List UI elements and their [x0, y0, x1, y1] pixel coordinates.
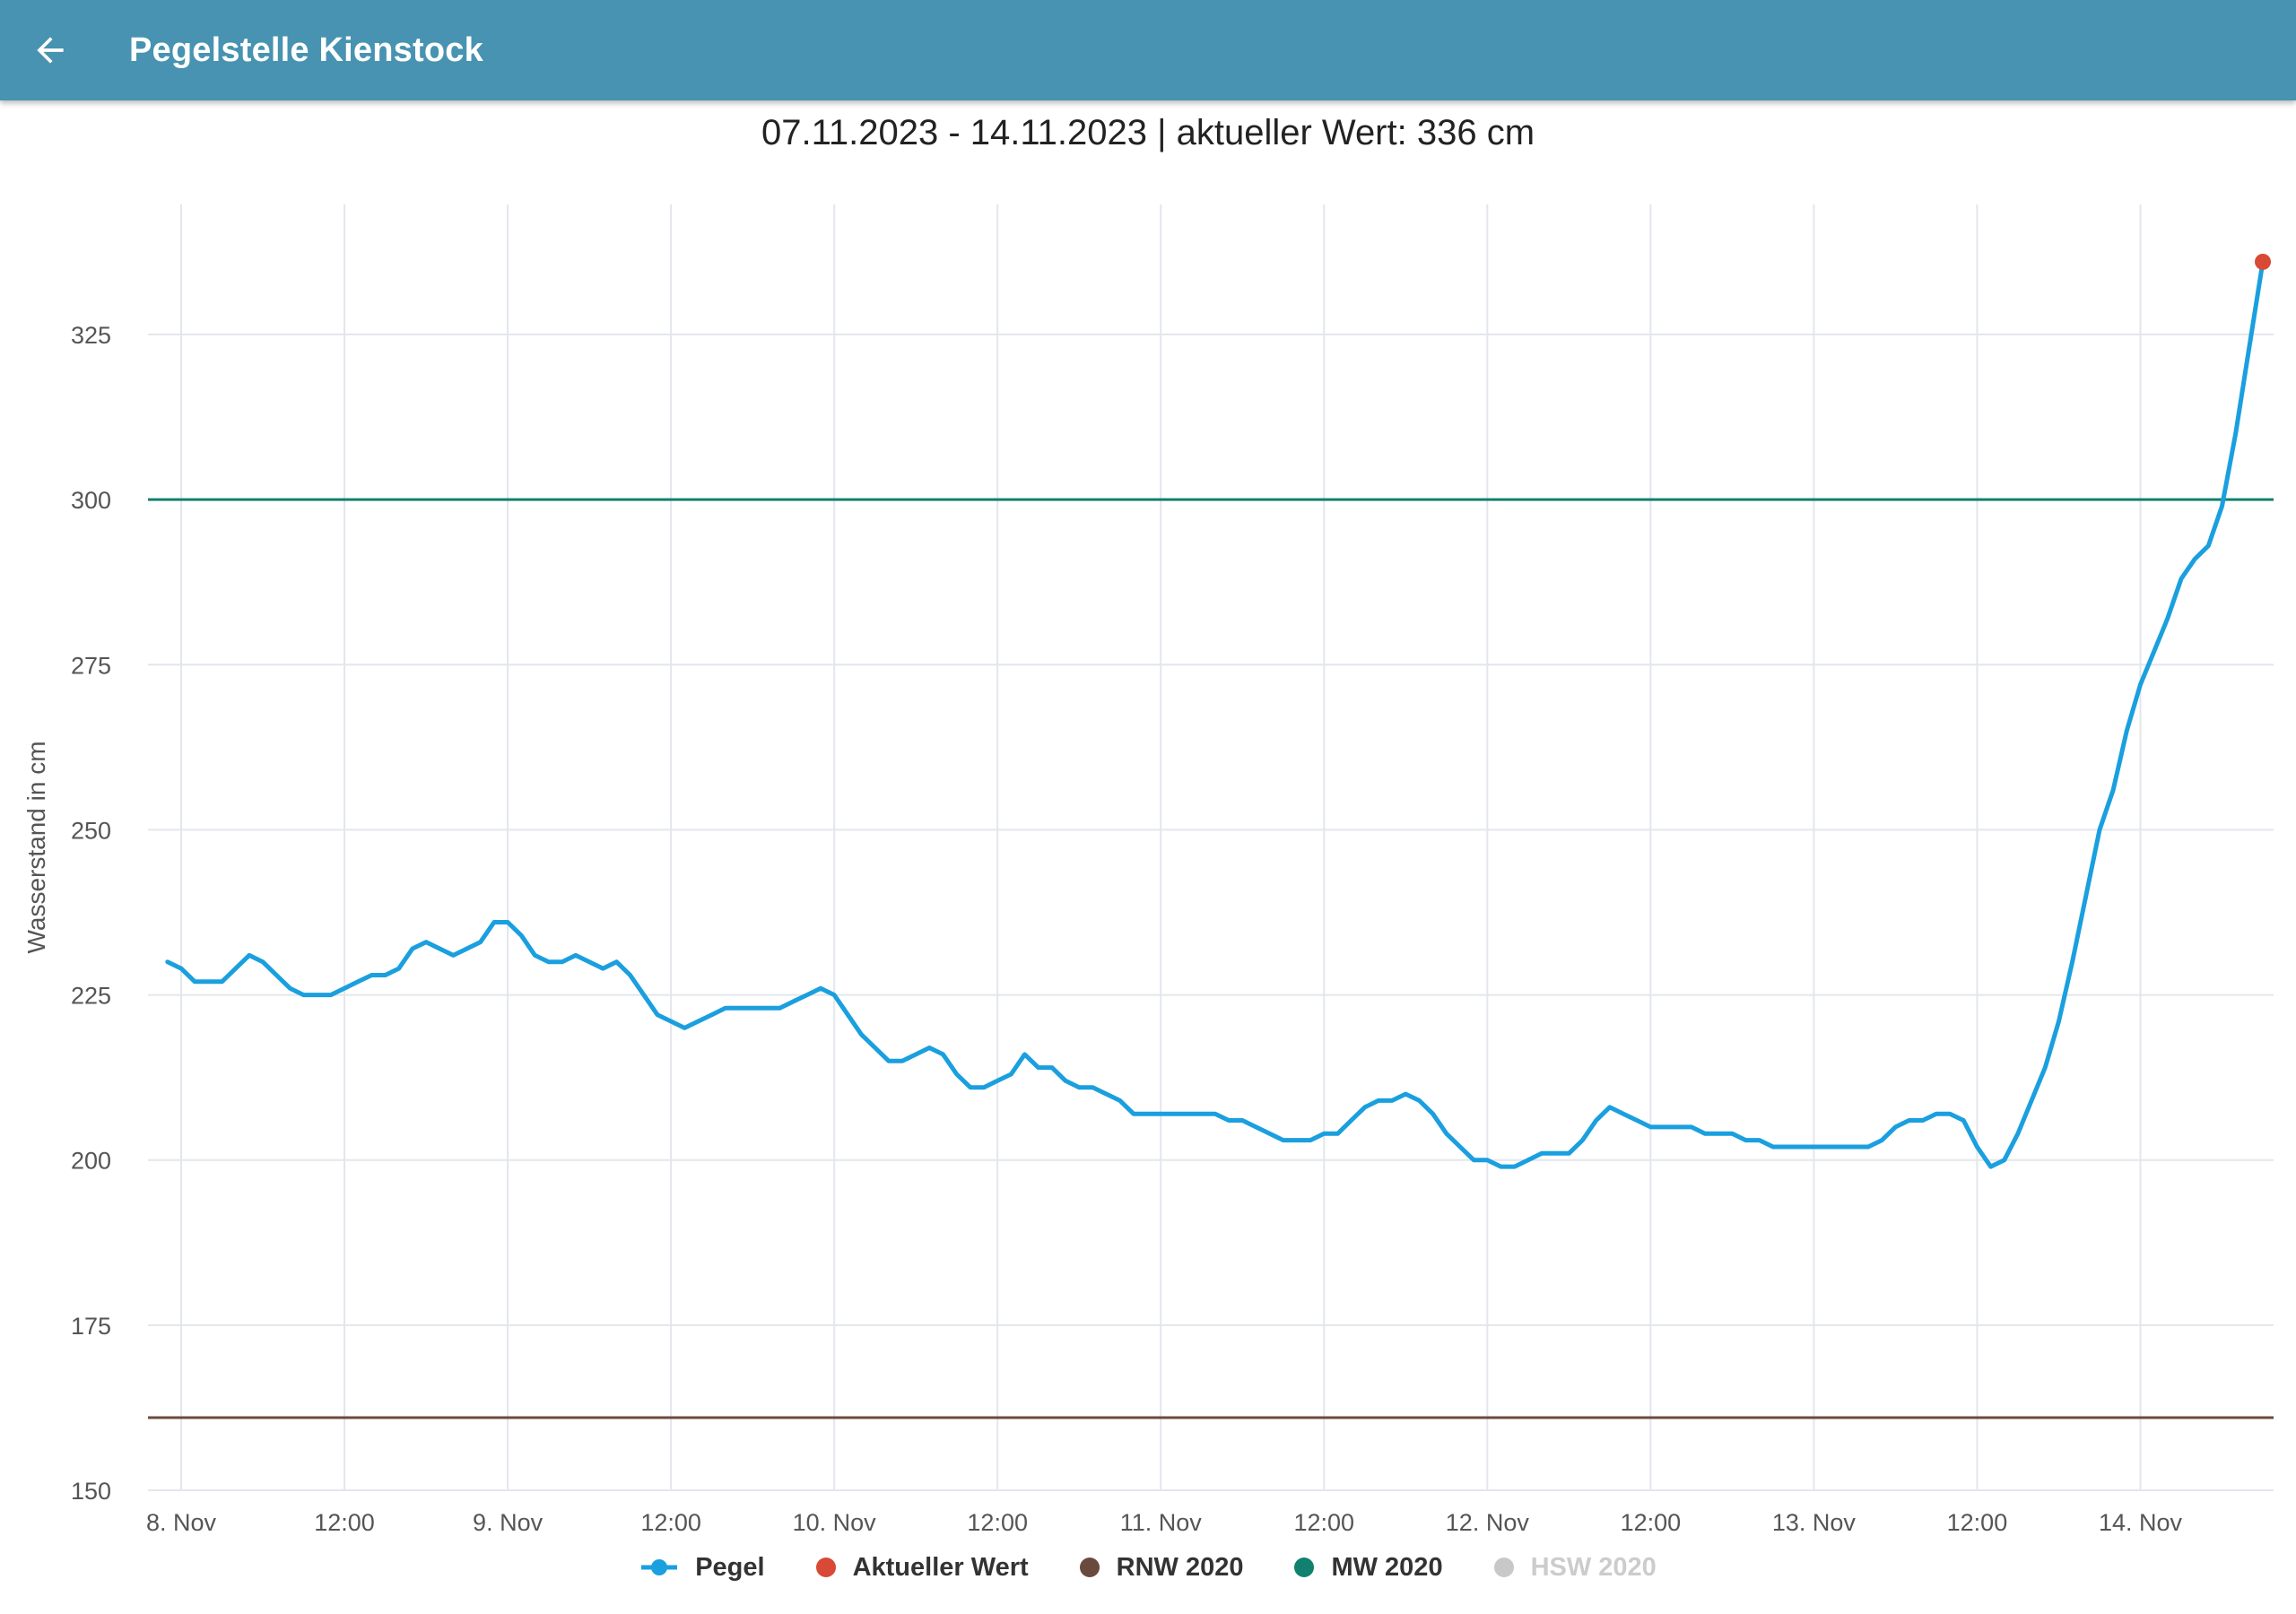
back-button[interactable] — [0, 0, 100, 100]
legend-label: RNW 2020 — [1116, 1552, 1244, 1582]
legend-label: MW 2020 — [1331, 1552, 1443, 1582]
legend-item-mw-2020[interactable]: MW 2020 — [1293, 1552, 1443, 1583]
y-axis-title: Wasserstand in cm — [22, 741, 50, 953]
app-title: Pegelstelle Kienstock — [129, 30, 483, 69]
arrow-back-icon — [37, 37, 64, 64]
y-tick-label: 150 — [71, 1478, 111, 1505]
x-tick-label: 11. Nov — [1120, 1509, 1203, 1536]
legend-item-pegel[interactable]: Pegel — [639, 1552, 765, 1583]
x-tick-label: 12:00 — [967, 1509, 1028, 1536]
legend-symbol-icon — [1079, 1558, 1100, 1577]
y-tick-label: 175 — [71, 1313, 111, 1340]
x-tick-label: 12:00 — [1293, 1509, 1354, 1536]
water-level-chart: 150 175 200 225 250 275 300 325 8. Nov 12:00 9. No… — [22, 204, 2274, 1536]
x-tick-label: 12:00 — [640, 1509, 701, 1536]
legend-symbol-icon — [1294, 1558, 1315, 1577]
legend-item-hsw-2020[interactable]: HSW 2020 — [1493, 1553, 1657, 1583]
x-tick-label: 8. Nov — [146, 1509, 217, 1536]
pegel-series-line — [165, 259, 2266, 1169]
y-tick-label: 300 — [71, 487, 111, 514]
x-tick-label: 12:00 — [1947, 1509, 2008, 1536]
x-tick-label: 14. Nov — [2099, 1509, 2183, 1536]
x-tick-label: 9. Nov — [473, 1509, 544, 1536]
legend-item-rnw-2020[interactable]: RNW 2020 — [1079, 1552, 1244, 1583]
y-tick-label: 325 — [71, 322, 111, 349]
y-tick-label: 250 — [71, 817, 111, 844]
legend-symbol-icon — [1493, 1558, 1514, 1577]
y-tick-label: 200 — [71, 1148, 111, 1175]
y-tick-label: 225 — [71, 983, 111, 1010]
x-tick-label: 10. Nov — [793, 1509, 877, 1536]
legend-label: HSW 2020 — [1530, 1552, 1657, 1582]
legend-label: Aktueller Wert — [852, 1552, 1029, 1582]
x-tick-label: 12:00 — [314, 1509, 375, 1536]
x-tick-label: 13. Nov — [1772, 1509, 1857, 1536]
current-value-point — [2255, 253, 2272, 270]
chart-subtitle: 07.11.2023 - 14.11.2023 | aktueller Wert… — [761, 113, 1535, 152]
legend-item-aktueller-wert[interactable]: Aktueller Wert — [815, 1553, 1029, 1583]
legend-symbol-icon — [815, 1558, 836, 1577]
y-tick-label: 275 — [71, 652, 111, 679]
legend-label: Pegel — [695, 1552, 765, 1582]
legend-symbol-icon — [641, 1559, 678, 1575]
app-bar: Pegelstelle Kienstock — [0, 0, 2296, 100]
x-tick-label: 12. Nov — [1446, 1509, 1530, 1536]
chart-legend: Pegel Aktueller Wert RNW 2020 MW 2020 HSW 20… — [0, 1548, 2296, 1587]
x-tick-label: 12:00 — [1621, 1509, 1682, 1536]
